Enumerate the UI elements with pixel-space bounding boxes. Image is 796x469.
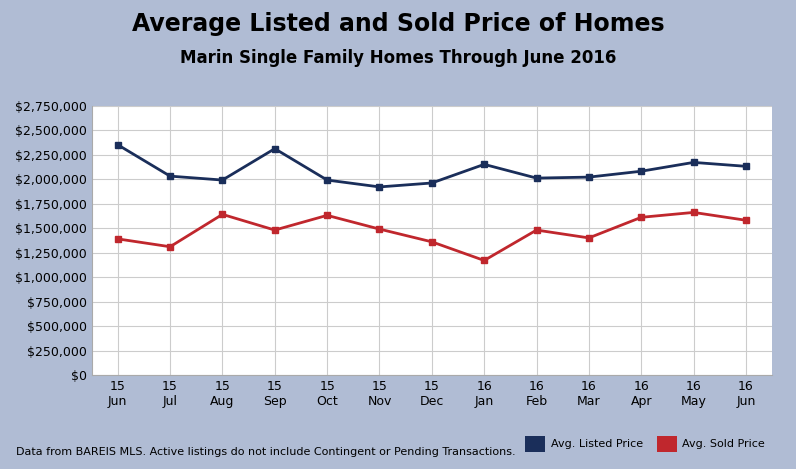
Text: Marin Single Family Homes Through June 2016: Marin Single Family Homes Through June 2… — [180, 49, 616, 67]
Text: Avg. Sold Price: Avg. Sold Price — [682, 439, 765, 449]
Text: Average Listed and Sold Price of Homes: Average Listed and Sold Price of Homes — [131, 12, 665, 36]
Text: Avg. Listed Price: Avg. Listed Price — [551, 439, 643, 449]
Text: Data from BAREIS MLS. Active listings do not include Contingent or Pending Trans: Data from BAREIS MLS. Active listings do… — [16, 447, 516, 457]
